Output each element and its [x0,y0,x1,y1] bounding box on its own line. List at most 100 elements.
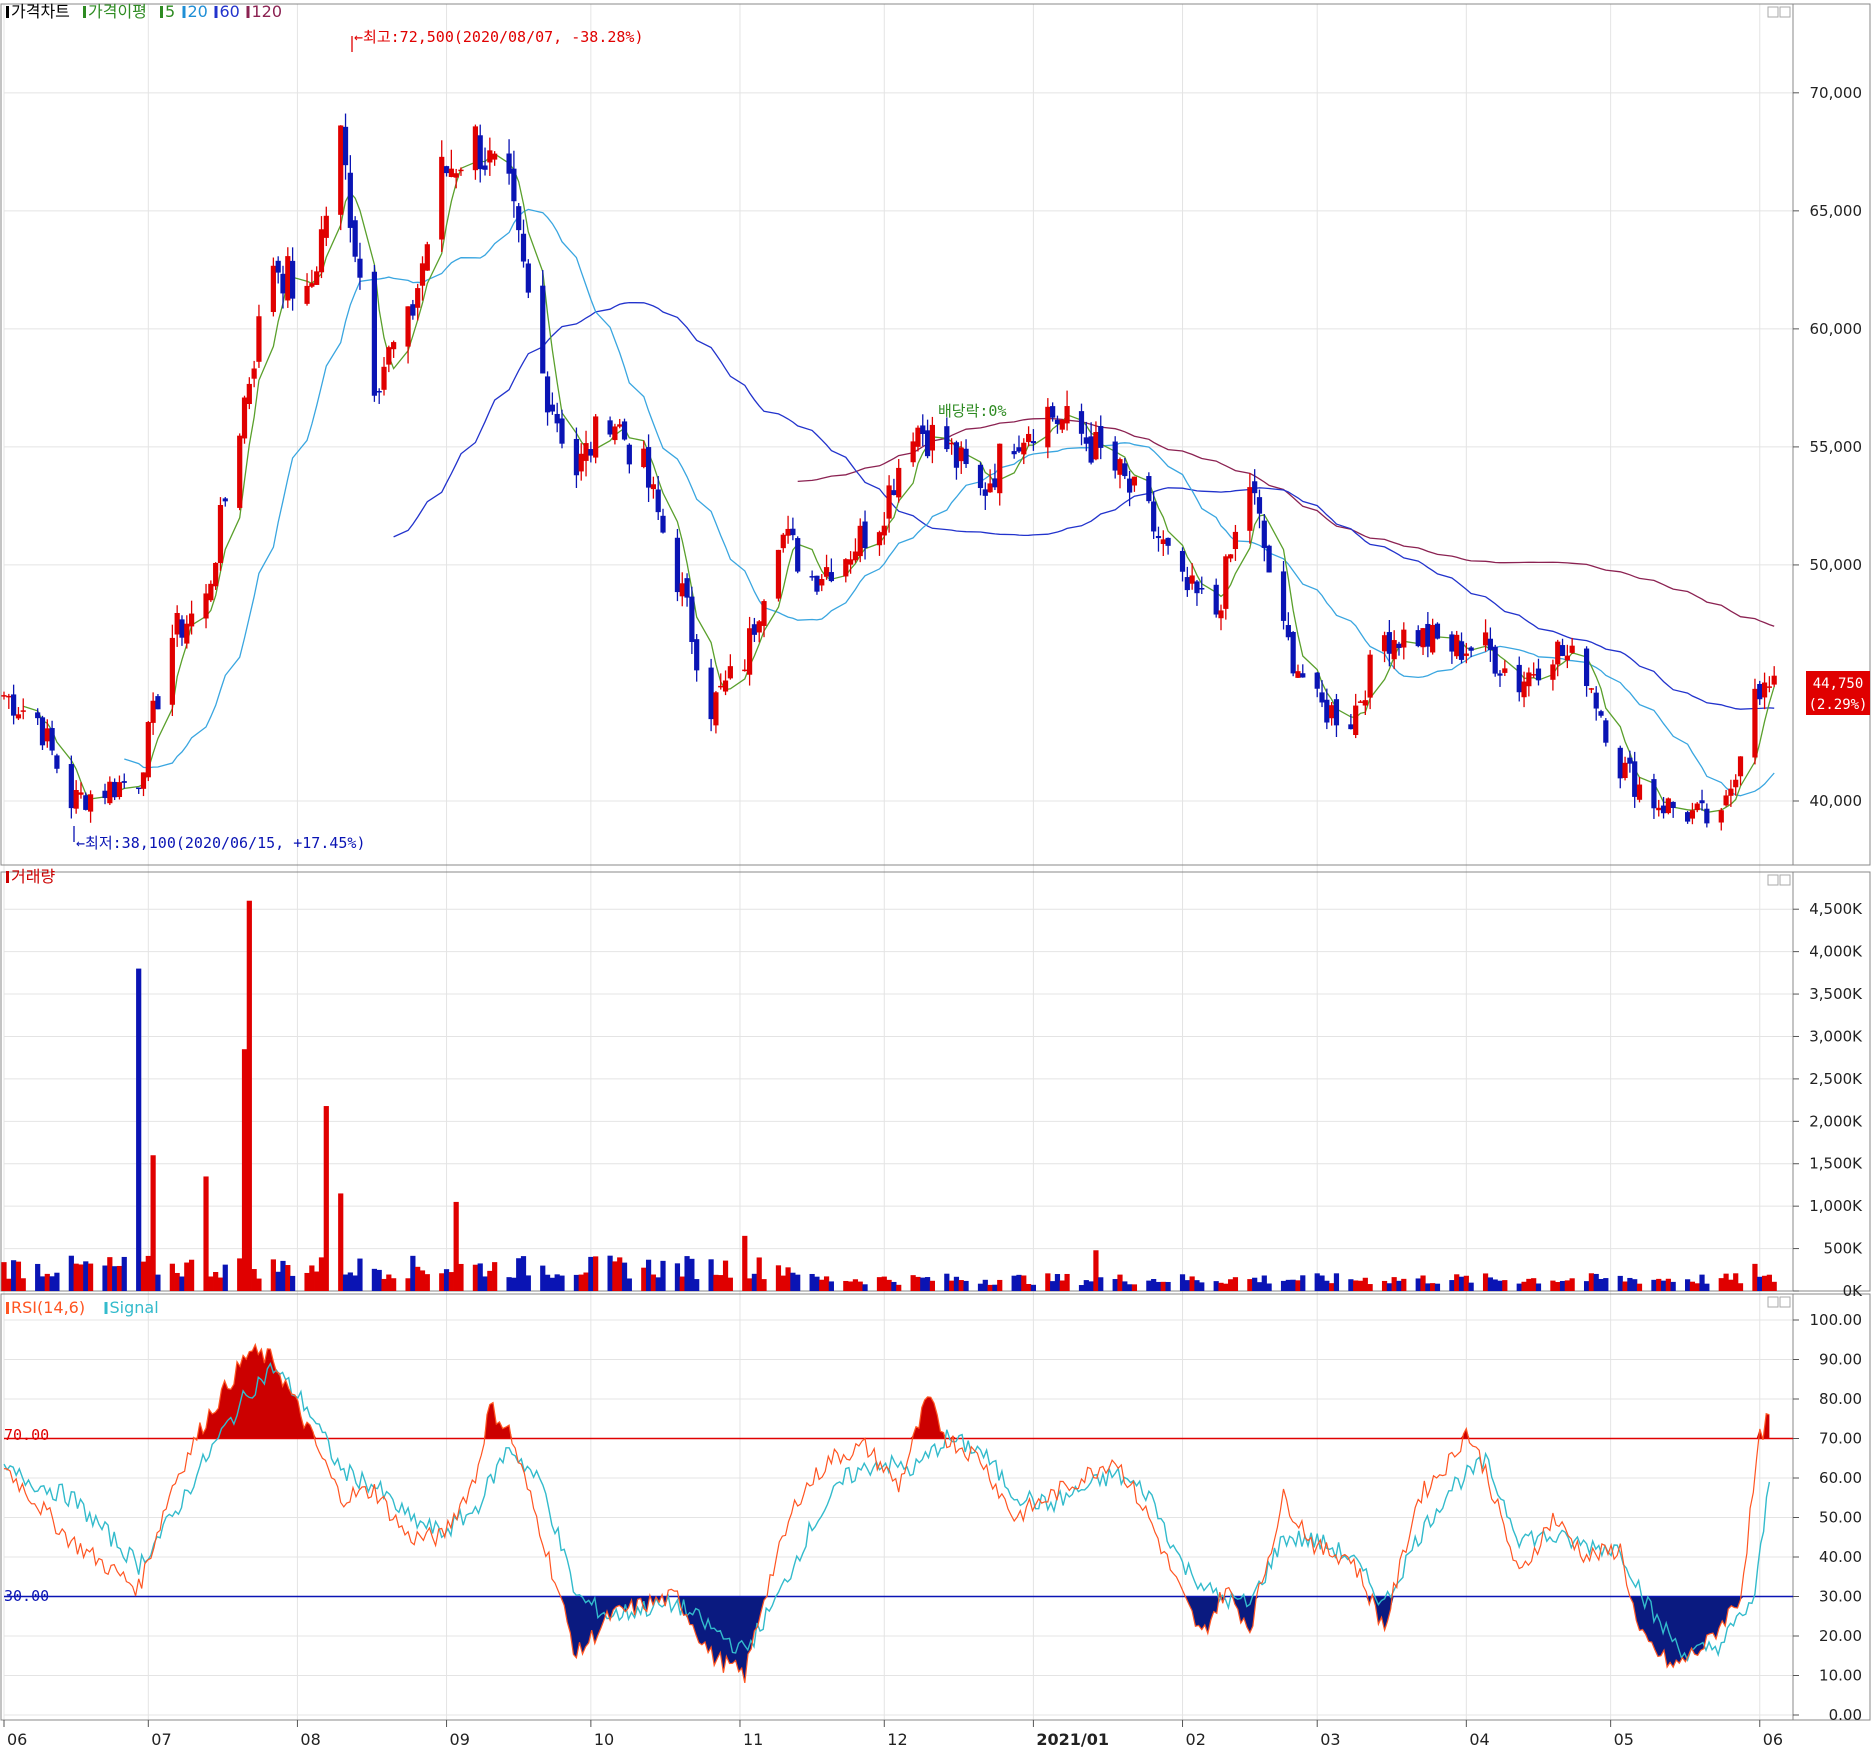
candle-body [1454,634,1460,657]
volume-bar [944,1273,950,1291]
volume-bar [448,1272,454,1291]
candle-body [304,285,310,304]
candle-body [1660,805,1667,814]
volume-bar [881,1276,887,1291]
candle-body [1569,645,1575,653]
candle-body [814,575,820,592]
candle-body [1627,757,1633,764]
volume-bar [1155,1281,1162,1291]
candle-body [217,505,224,564]
candle-body [857,525,863,557]
volume-bar [1381,1280,1388,1291]
volume-bar [1752,1263,1758,1291]
candle-body [1,695,7,697]
volume-bar [1656,1278,1662,1291]
volume-bar [511,1277,517,1291]
candle-body [1771,675,1777,685]
candle-body [953,442,960,468]
candle-body [992,478,998,488]
candle-body [49,728,55,751]
volume-bar [924,1277,931,1291]
volume-bar [1117,1274,1123,1291]
candle-body [1348,724,1354,730]
volume-bar [1025,1283,1032,1291]
price-legend-swatch [246,6,250,18]
candle-body [169,637,175,705]
chart-grid [3,4,1793,1720]
volume-bar [852,1279,859,1291]
volume-bar [722,1260,729,1291]
candle-body [1112,441,1118,471]
candle-body [405,306,411,347]
volume-bar [472,1264,479,1291]
volume-bar [140,1261,147,1291]
volume-bar [217,1277,224,1291]
candle-body [1583,648,1590,687]
candle-body [617,424,623,427]
candle-body [660,515,666,533]
candle-body [780,534,786,549]
volume-bar [1728,1279,1734,1291]
rsi-tick-label: 20.00 [1819,1627,1862,1645]
current-price-label: 44,750 [1813,676,1864,692]
candle-body [1131,476,1138,486]
candle-body [1011,451,1017,455]
volume-bar [1348,1279,1354,1291]
volume-bar [410,1255,416,1291]
candle-body [828,572,834,582]
volume-bar [1603,1278,1609,1291]
volume-bar [746,1278,753,1291]
candle-body [559,418,565,444]
candle-body [1333,699,1340,726]
candle-body [1699,800,1705,804]
volume-bar [1651,1279,1657,1291]
price-legend-label: 가격이평 [88,2,147,21]
candle-body [1290,632,1296,674]
x-tick-label: 11 [743,1730,763,1749]
volume-bar [342,1274,349,1291]
candle-body [386,347,392,365]
candle-body [184,623,190,644]
price-tick-label: 70,000 [1810,84,1863,102]
panel-min-button [1767,6,1779,18]
volume-bar [1434,1283,1441,1291]
volume-bar [843,1280,849,1291]
volume-bar [1064,1273,1070,1291]
volume-bar [1184,1280,1190,1291]
candle-body [1617,747,1623,779]
volume-bar [68,1255,74,1291]
candle-body [251,368,257,379]
volume-bar [573,1274,580,1291]
volume-bar [713,1274,719,1291]
volume-bar [1449,1280,1455,1291]
candle-body [1492,646,1498,674]
candle-body [1598,711,1604,716]
candle-body [1252,481,1258,494]
candle-body [1704,808,1710,824]
candle-body [1078,411,1085,434]
volume-bar [477,1263,483,1291]
candle-body [1189,575,1195,584]
volume-bar [516,1258,522,1291]
candle-body [886,485,892,519]
candle-body [982,489,988,496]
candle-body [487,150,493,163]
candles [1,113,1777,831]
volume-bar [35,1263,41,1291]
candle-body [213,562,219,587]
volume-bar [189,1259,195,1291]
volume-bar [208,1276,214,1291]
candle-body [1766,686,1772,688]
rsi-zone-fills [4,1344,1770,1683]
candle-body [1381,635,1388,652]
candle-body [1256,497,1263,514]
candle-body [1555,641,1561,665]
volume-bar [352,1275,358,1291]
current-change-label: (2.29%) [1808,697,1867,713]
candle-body [391,342,397,350]
ma120-path [797,417,1775,627]
volume-bar [1131,1284,1138,1291]
volume-bar [39,1276,46,1291]
x-tick-label: 09 [450,1730,470,1749]
